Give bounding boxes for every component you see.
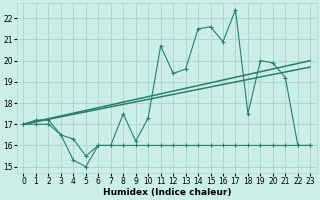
X-axis label: Humidex (Indice chaleur): Humidex (Indice chaleur) [103, 188, 231, 197]
